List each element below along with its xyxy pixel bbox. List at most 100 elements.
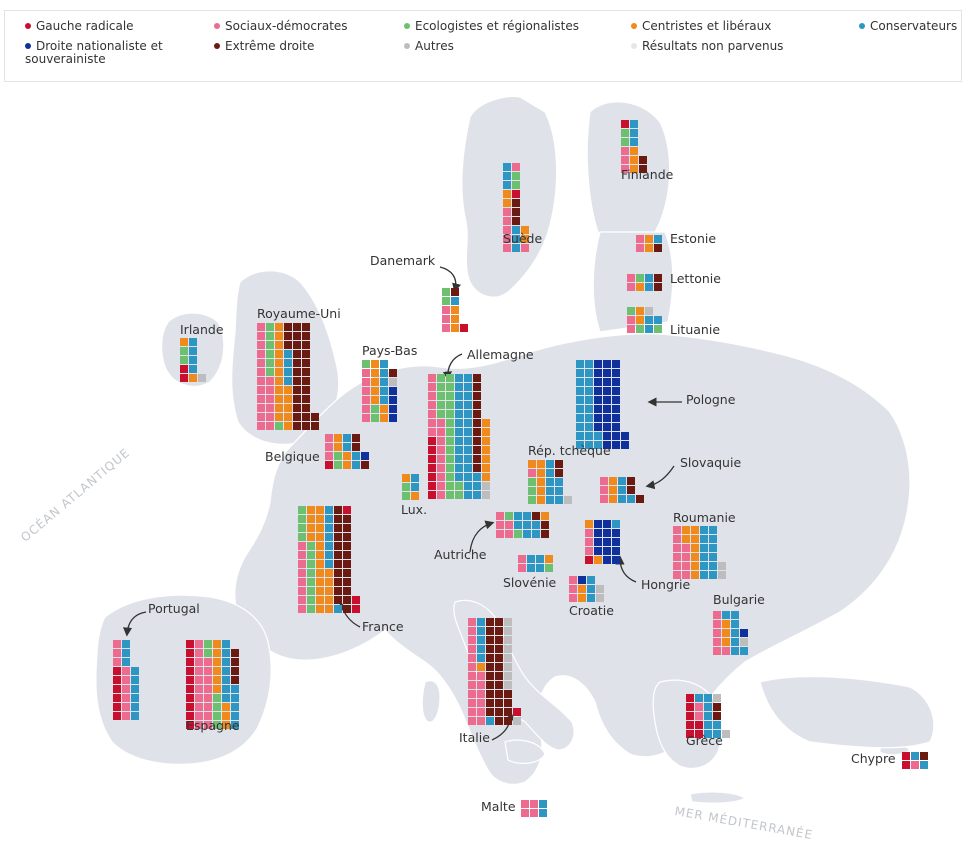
seat-sd [468, 699, 476, 707]
seat-co [325, 533, 333, 541]
seat-cl [316, 506, 324, 514]
seat-gr [428, 482, 436, 490]
seat-ec [334, 461, 342, 469]
seat-ed [473, 410, 481, 418]
seat-cl [316, 560, 324, 568]
land-turkey [759, 675, 935, 749]
seat-cl [275, 386, 283, 394]
seat-ed [451, 288, 459, 296]
seat-co [189, 365, 197, 373]
seat-co [700, 571, 708, 579]
legend-dot-dn [25, 43, 31, 49]
seat-sd [266, 422, 274, 430]
legend-item-ec: Ecologistes et régionalistes [404, 20, 579, 33]
seat-cl [537, 469, 545, 477]
seat-co [477, 636, 485, 644]
seat-cl [541, 512, 549, 520]
seat-ec [528, 496, 536, 504]
seat-cl [371, 387, 379, 395]
country-label-lux: Lux. [401, 502, 428, 517]
seat-co [645, 325, 653, 333]
seat-cl [691, 571, 699, 579]
seat-co [585, 423, 593, 431]
seat-co [380, 360, 388, 368]
seat-ed [293, 359, 301, 367]
seat-cl [275, 395, 283, 403]
seat-sd [477, 708, 485, 716]
seat-ec [446, 383, 454, 391]
seat-ec [437, 383, 445, 391]
seat-cl [521, 235, 529, 243]
seat-co [131, 667, 139, 675]
seat-au [504, 681, 512, 689]
seat-ed [334, 515, 342, 523]
seat-ec [621, 129, 629, 137]
seat-ec [446, 473, 454, 481]
seat-co [231, 712, 239, 720]
seat-sd [298, 560, 306, 568]
seat-sd [257, 341, 265, 349]
seat-gr [186, 658, 194, 666]
seat-co [503, 163, 511, 171]
seat-co [695, 694, 703, 702]
seat-ed [495, 618, 503, 626]
seat-cl [325, 587, 333, 595]
seat-cl [213, 640, 221, 648]
seat-sd [627, 283, 635, 291]
seat-co [512, 244, 520, 252]
seat-co [122, 649, 130, 657]
seat-ed [654, 283, 662, 291]
country-label-malte: Malte [481, 799, 516, 814]
seat-co [231, 694, 239, 702]
seat-sd [113, 640, 121, 648]
seat-co [122, 640, 130, 648]
seat-sd [257, 368, 265, 376]
seat-dn [612, 556, 620, 564]
land-sardinia [421, 679, 441, 723]
seat-sd [266, 413, 274, 421]
seat-co [731, 647, 739, 655]
seat-sd [503, 226, 511, 234]
seat-sd [477, 699, 485, 707]
seat-sd [600, 477, 608, 485]
seat-ec [446, 419, 454, 427]
seat-sd [530, 809, 538, 817]
waffle-slovaquie [600, 477, 645, 504]
waffle-lettonie [627, 274, 663, 292]
seat-ed [293, 332, 301, 340]
seat-dn [740, 629, 748, 637]
seat-cl [213, 676, 221, 684]
seat-cl [325, 578, 333, 586]
seat-ed [654, 244, 662, 252]
seat-ed [495, 699, 503, 707]
seat-ed [512, 217, 520, 225]
seat-au [564, 496, 572, 504]
seat-ed [293, 413, 301, 421]
seat-au [718, 562, 726, 570]
seat-sd [442, 315, 450, 323]
seat-sd [362, 387, 370, 395]
seat-co [585, 360, 593, 368]
seat-cl [325, 605, 333, 613]
seat-co [709, 535, 717, 543]
seat-cl [275, 332, 283, 340]
seat-ed [302, 368, 310, 376]
waffle-portugal [113, 640, 140, 721]
seat-gr [902, 761, 910, 769]
legend-dot-ec [404, 23, 410, 29]
seat-sd [682, 562, 690, 570]
seat-sd [682, 553, 690, 561]
legend-item-co: Conservateurs [859, 20, 957, 33]
seat-cl [537, 478, 545, 486]
seat-gr [186, 676, 194, 684]
seat-ed [486, 627, 494, 635]
seat-sd [503, 244, 511, 252]
seat-ed [343, 551, 351, 559]
legend-label: Droite nationaliste et souverainiste [25, 39, 163, 66]
seat-ec [298, 533, 306, 541]
seat-sd [437, 491, 445, 499]
seat-ed [473, 419, 481, 427]
seat-ec [307, 578, 315, 586]
seat-ed [334, 533, 342, 541]
seat-cl [691, 562, 699, 570]
